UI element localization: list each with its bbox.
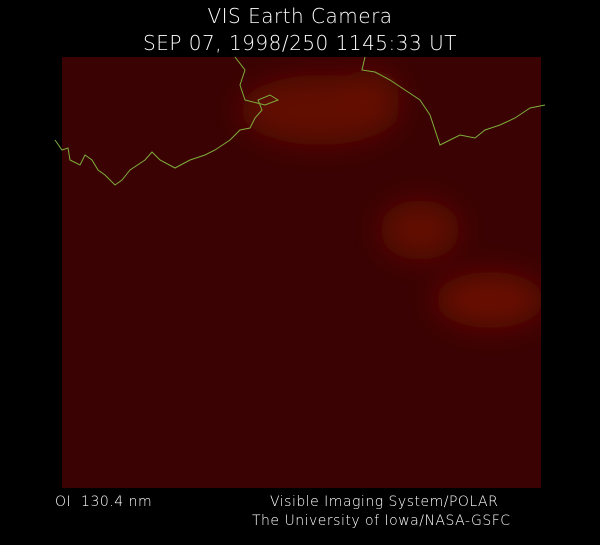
coastline [54,56,280,186]
subtitle: SEP 07, 1998/250 1145:33 UT [143,31,457,55]
title: VIS Earth Camera [207,4,393,28]
aurora-glow [240,70,541,328]
filter-label: OI 130.4 nm [55,494,153,510]
instrument-label: Visible Imaging System/POLAR [270,494,499,510]
institution-label: The University of Iowa/NASA-GSFC [252,513,511,529]
coastline [361,56,546,146]
